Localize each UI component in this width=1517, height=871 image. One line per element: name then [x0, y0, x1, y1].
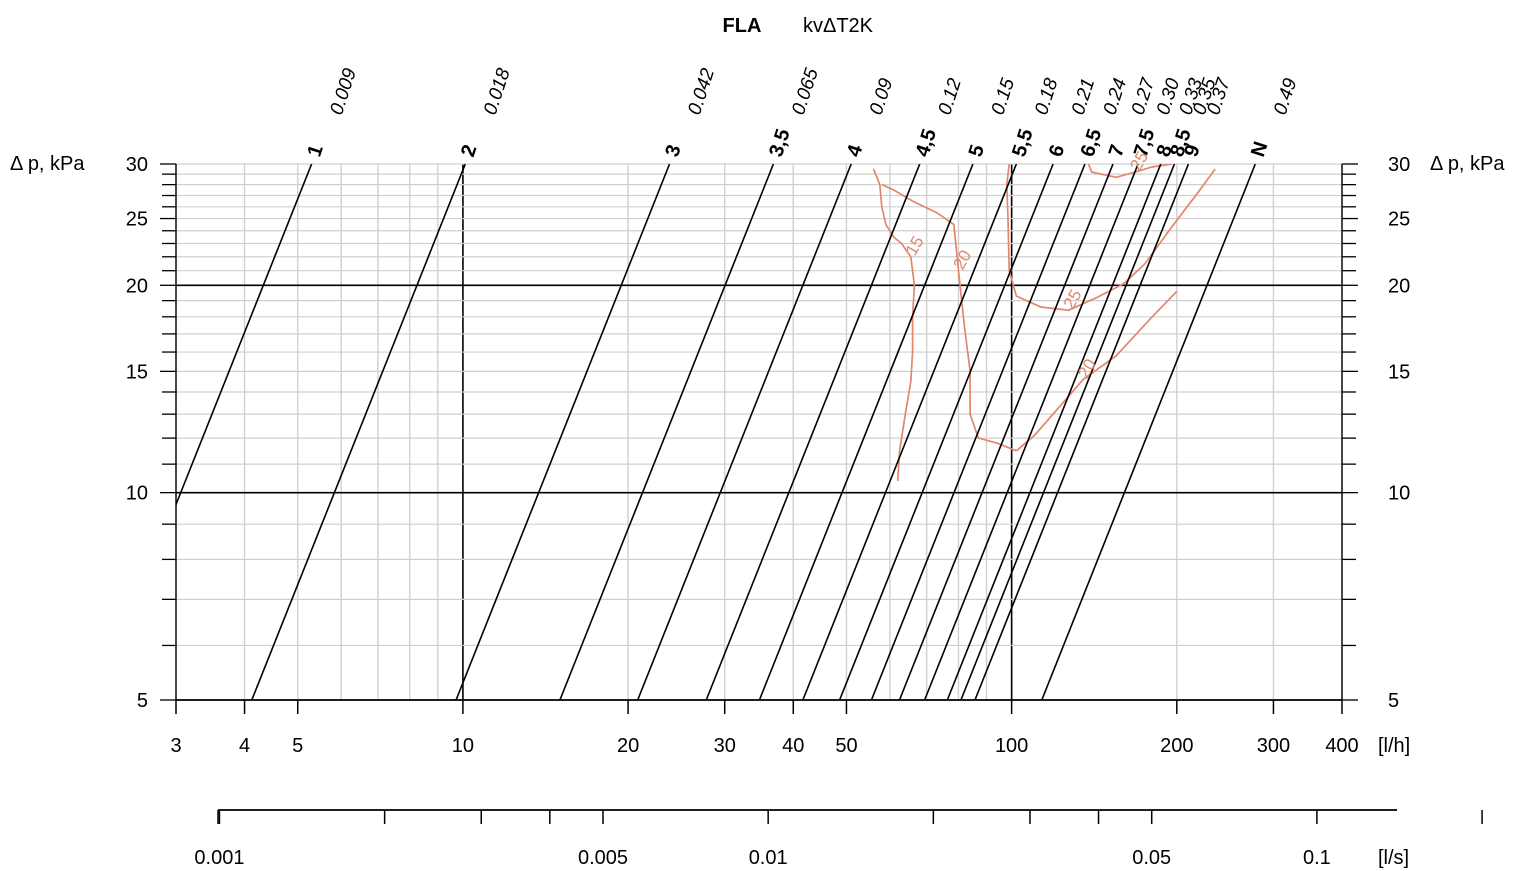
- x-tick-label: 4: [239, 735, 250, 757]
- x-tick-label: 30: [714, 735, 736, 757]
- x2-axis-unit-label: [l/s]: [1378, 847, 1409, 869]
- contour-label: 20: [949, 247, 975, 273]
- chart-title: FLA: [723, 15, 762, 37]
- y-tick-label-right: 10: [1388, 483, 1410, 505]
- kv-label: 0.12: [935, 75, 967, 117]
- setting-line: [455, 164, 671, 700]
- x-axis-unit-label: [l/h]: [1378, 735, 1410, 757]
- setting-line: [974, 164, 1190, 700]
- kv-label: 0.009: [326, 65, 361, 117]
- setting-label: 5: [965, 142, 989, 159]
- setting-label: 3: [661, 142, 685, 159]
- setting-label: 2: [457, 142, 481, 159]
- y-tick-label-right: 15: [1388, 361, 1410, 383]
- kv-label: 0.09: [866, 75, 898, 117]
- y-tick-label-left: 25: [126, 209, 148, 231]
- x-tick-label: 40: [782, 735, 804, 757]
- setting-line: [251, 164, 467, 700]
- x2-tick-label: 0.1: [1303, 847, 1331, 869]
- setting-label: 3,5: [765, 126, 795, 159]
- contour-line: [1015, 290, 1178, 452]
- x2-tick-label: 0.005: [578, 847, 628, 869]
- contour-line: [881, 183, 1017, 452]
- x2-tick-label: 0.001: [194, 847, 244, 869]
- y-tick-label-left: 20: [126, 275, 148, 297]
- chart-subtitle: kvΔT2K: [803, 15, 874, 37]
- y-tick-label-right: 30: [1388, 154, 1410, 176]
- x-tick-label: 300: [1257, 735, 1290, 757]
- contour-layer: [872, 164, 1216, 481]
- y-tick-label-right: 20: [1388, 275, 1410, 297]
- series-layer: [176, 164, 1257, 700]
- setting-label: 7: [1105, 142, 1129, 159]
- contour-label: 15: [902, 233, 928, 259]
- setting-line: [636, 164, 852, 700]
- y-tick-label-right: 5: [1388, 690, 1399, 712]
- y-axis-label-right: Δ p, kPa: [1430, 153, 1505, 175]
- setting-label: N: [1247, 139, 1272, 160]
- setting-label: 4: [843, 141, 868, 159]
- kv-label: 0.042: [684, 65, 719, 117]
- y-tick-label-left: 10: [126, 483, 148, 505]
- setting-line: [559, 164, 775, 700]
- grid-layer: [175, 163, 1343, 701]
- x-tick-label: 100: [995, 735, 1028, 757]
- y-tick-label-left: 15: [126, 361, 148, 383]
- setting-line: [1041, 164, 1257, 700]
- y-tick-label-left: 30: [126, 154, 148, 176]
- setting-label: 4,5: [912, 126, 942, 159]
- x-tick-label: 200: [1160, 735, 1193, 757]
- contour-line: [872, 168, 916, 481]
- setting-line: [923, 164, 1139, 700]
- setting-line: [898, 164, 1114, 700]
- setting-line: [838, 164, 1054, 700]
- setting-line: [758, 164, 974, 700]
- contour-line: [1087, 164, 1173, 179]
- setting-line: [960, 164, 1176, 700]
- kv-label: 0.018: [480, 65, 515, 117]
- x2-tick-label: 0.05: [1132, 847, 1171, 869]
- x-tick-label: 10: [452, 735, 474, 757]
- setting-label: 6,5: [1077, 126, 1107, 159]
- kv-label: 0.24: [1100, 76, 1131, 118]
- kv-label: 0.15: [988, 75, 1020, 117]
- x-tick-label: 400: [1325, 735, 1358, 757]
- axis-layer: [160, 163, 1483, 824]
- kv-label: 0.49: [1270, 75, 1302, 117]
- setting-line: [870, 164, 1086, 700]
- setting-line: [705, 164, 921, 700]
- setting-line: [946, 164, 1162, 700]
- setting-line: [176, 164, 313, 507]
- x-tick-label: 5: [292, 735, 303, 757]
- contour-line: [1005, 164, 1216, 312]
- setting-label: 6: [1045, 142, 1069, 159]
- kv-label: 0.18: [1031, 75, 1063, 117]
- y-tick-label-right: 25: [1388, 209, 1410, 231]
- y-axis-label-left: Δ p, kPa: [10, 153, 85, 175]
- setting-label: 1: [303, 142, 327, 159]
- kv-label: 0.21: [1068, 76, 1099, 118]
- x-tick-label: 50: [835, 735, 857, 757]
- x-tick-label: 3: [170, 735, 181, 757]
- kv-label: 0.065: [788, 65, 823, 117]
- x-tick-label: 20: [617, 735, 639, 757]
- y-tick-label-left: 5: [137, 690, 148, 712]
- setting-line: [802, 164, 1018, 700]
- x2-tick-label: 0.01: [749, 847, 788, 869]
- setting-label: 5,5: [1008, 126, 1038, 159]
